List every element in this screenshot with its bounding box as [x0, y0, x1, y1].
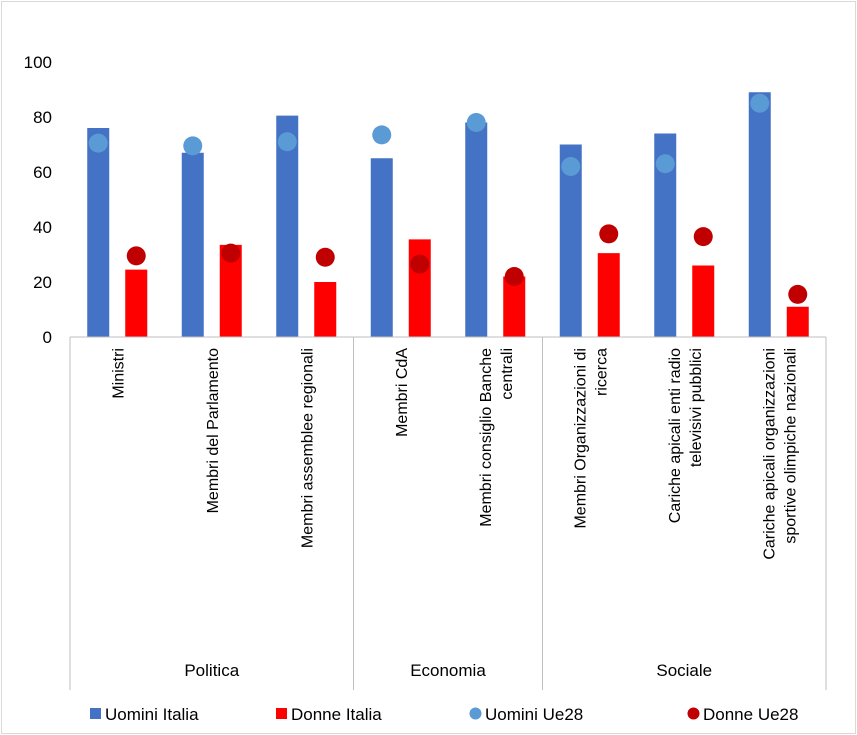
bar-donne-italia — [125, 269, 148, 337]
category-label: televisivi pubblici — [688, 348, 705, 467]
category-label: Membri Organizzazioni di — [572, 348, 589, 529]
bar-uomini-italia — [370, 158, 393, 337]
bar-donne-italia — [408, 239, 431, 337]
point-uomini-ue28 — [750, 93, 770, 113]
bar-uomini-italia — [276, 115, 299, 337]
y-tick-label: 40 — [33, 218, 52, 237]
legend-label: Donne Ue28 — [703, 705, 798, 724]
point-uomini-ue28 — [277, 132, 297, 152]
point-uomini-ue28 — [372, 125, 392, 145]
bar-uomini-italia — [181, 152, 204, 337]
y-tick-label: 20 — [33, 273, 52, 292]
category-label: ricerca — [593, 348, 610, 396]
category-label: Ministri — [110, 348, 127, 399]
group-label: Sociale — [656, 661, 712, 680]
bar-donne-italia — [786, 306, 809, 337]
point-donne-ue28 — [599, 224, 619, 244]
bar-uomini-italia — [559, 144, 582, 337]
point-uomini-ue28 — [655, 154, 675, 174]
point-uomini-ue28 — [561, 157, 581, 176]
legend-swatch — [469, 707, 482, 720]
point-uomini-ue28 — [88, 133, 108, 153]
bar-donne-italia — [503, 276, 526, 337]
bar-uomini-italia — [654, 133, 677, 337]
group-label: Politica — [184, 661, 239, 680]
group-label: Economia — [410, 661, 486, 680]
bar-donne-italia — [219, 244, 242, 337]
category-label: sportive olimpiche nazionali — [782, 348, 799, 544]
category-label: Membri assemblee regionali — [299, 348, 316, 548]
bar-donne-italia — [314, 282, 337, 337]
legend-label: Uomini Ue28 — [485, 705, 583, 724]
point-donne-ue28 — [410, 254, 430, 274]
legend-swatch — [276, 708, 287, 719]
point-donne-ue28 — [126, 246, 146, 266]
category-label: Membri CdA — [394, 348, 411, 437]
y-tick-label: 60 — [33, 163, 52, 182]
point-donne-ue28 — [315, 247, 335, 267]
category-label: centrali — [499, 348, 516, 400]
point-donne-ue28 — [221, 243, 241, 263]
legend-label: Uomini Italia — [105, 705, 199, 724]
bar-donne-italia — [597, 253, 620, 337]
bar-uomini-italia — [748, 92, 771, 337]
category-label: Cariche apicali organizzazioni — [761, 348, 778, 560]
category-label: Cariche apicali enti radio — [667, 348, 684, 523]
point-donne-ue28 — [788, 284, 808, 304]
point-uomini-ue28 — [466, 113, 486, 132]
category-label: Membri del Parlamento — [205, 348, 222, 514]
y-tick-label: 100 — [24, 53, 52, 72]
bar-uomini-italia — [465, 122, 488, 337]
y-tick-label: 0 — [43, 328, 52, 347]
bar-uomini-italia — [87, 128, 110, 337]
y-tick-label: 80 — [33, 108, 52, 127]
category-label: Membri consiglio Banche — [478, 348, 495, 527]
legend-label: Donne Italia — [291, 705, 382, 724]
point-donne-ue28 — [504, 267, 524, 286]
legend-swatch — [90, 708, 101, 719]
point-donne-ue28 — [693, 227, 713, 247]
point-uomini-ue28 — [183, 136, 203, 156]
legend-swatch — [687, 707, 700, 720]
bar-donne-italia — [692, 265, 715, 337]
